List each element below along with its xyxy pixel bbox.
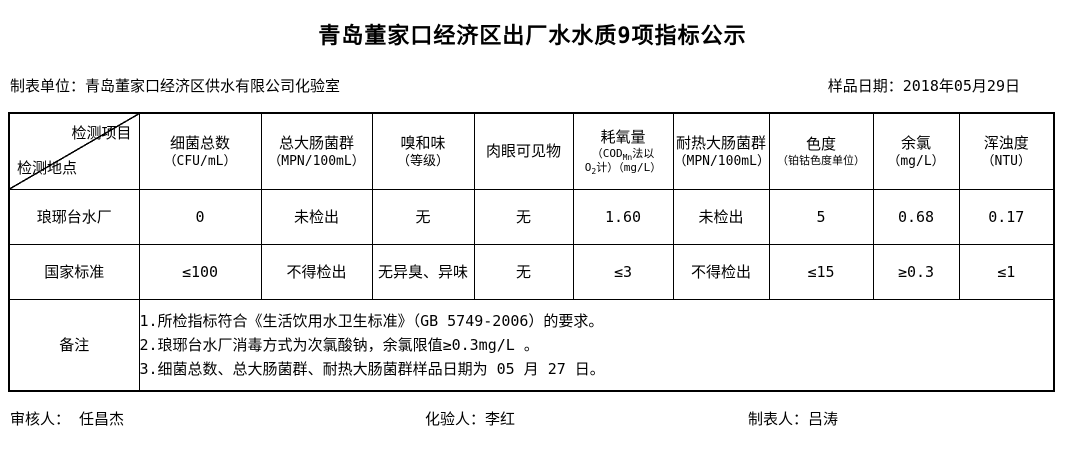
col-header-odor-taste: 嗅和味 （等级） <box>371 112 475 190</box>
remark-line-1: 1.所检指标符合《生活饮用水卫生标准》（GB 5749-2006）的要求。 <box>139 311 604 330</box>
col-title: 嗅和味 <box>400 133 446 152</box>
col-title: 细菌总数 <box>169 133 230 152</box>
corner-site-label: 检测地点 <box>17 158 78 177</box>
col-header-residual-chlorine: 余氯 （mg/L） <box>872 112 960 190</box>
col-title: 余氯 <box>900 133 931 152</box>
table-row-remarks: 备注 1.所检指标符合《生活饮用水卫生标准》（GB 5749-2006）的要求。… <box>8 298 1055 392</box>
col-unit: （mg/L） <box>887 153 945 169</box>
col-unit-line2: O2计）（mg/L） <box>584 161 662 177</box>
cell-value: 无异臭、异味 <box>371 243 475 300</box>
cell-value: 0.17 <box>958 188 1055 245</box>
page-title: 青岛董家口经济区出厂水水质9项指标公示 <box>318 24 747 49</box>
cell-value: ≤1 <box>958 243 1055 300</box>
cell-value: 0 <box>138 188 262 245</box>
row-label: 琅琊台水厂 <box>8 188 140 245</box>
cell-value: 0.68 <box>872 188 960 245</box>
col-unit: （铂钴色度单位） <box>777 154 865 168</box>
maker-unit-label: 制表单位：青岛董家口经济区供水有限公司化验室 <box>10 77 341 95</box>
cell-value: 5 <box>768 188 874 245</box>
col-title: 浑浊度 <box>983 133 1029 152</box>
row-label: 国家标准 <box>8 243 140 300</box>
meta-row: 制表单位：青岛董家口经济区供水有限公司化验室 样品日期：2018年05月29日 <box>0 78 1065 94</box>
col-unit: （NTU） <box>981 153 1031 169</box>
preparer-label: 制表人：吕涛 <box>748 410 839 428</box>
remark-line-2: 2.琅琊台水厂消毒方式为次氯酸钠，余氯限值≥0.3mg/L 。 <box>139 335 539 354</box>
table-header-row: 检测项目 检测地点 细菌总数 （CFU/mL） 总大肠菌群 （MPN/100mL… <box>8 112 1055 190</box>
corner-header-cell: 检测项目 检测地点 <box>8 112 140 190</box>
col-unit: （MPN/100mL） <box>673 153 769 169</box>
col-header-thermotolerant-coliform: 耐热大肠菌群 （MPN/100mL） <box>672 112 770 190</box>
col-header-chromaticity: 色度 （铂钴色度单位） <box>768 112 874 190</box>
table-row-langyatai-plant: 琅琊台水厂 0 未检出 无 无 1.60 未检出 5 0.68 0.17 <box>8 188 1055 245</box>
reviewer-label: 审核人： 任昌杰 <box>10 410 125 428</box>
cell-value: 无 <box>473 188 574 245</box>
col-header-total-coliform: 总大肠菌群 （MPN/100mL） <box>260 112 373 190</box>
cell-value: 无 <box>371 188 475 245</box>
col-header-oxygen-consumption: 耗氧量 （CODMn法以 O2计）（mg/L） <box>572 112 674 190</box>
water-quality-table: 检测项目 检测地点 细菌总数 （CFU/mL） 总大肠菌群 （MPN/100mL… <box>8 112 1055 392</box>
cell-value: ≤15 <box>768 243 874 300</box>
col-title: 色度 <box>805 135 836 154</box>
cell-value: 未检出 <box>260 188 373 245</box>
cell-value: 无 <box>473 243 574 300</box>
col-unit: （MPN/100mL） <box>268 153 365 169</box>
col-unit: （等级） <box>396 153 449 169</box>
cell-value: 不得检出 <box>260 243 373 300</box>
col-header-visible-matter: 肉眼可见物 <box>473 112 574 190</box>
remarks-content: 1.所检指标符合《生活饮用水卫生标准》（GB 5749-2006）的要求。 2.… <box>138 298 1055 392</box>
tester-label: 化验人：李红 <box>425 410 516 428</box>
cell-value: 未检出 <box>672 188 770 245</box>
table-row-national-standard: 国家标准 ≤100 不得检出 无异臭、异味 无 ≤3 不得检出 ≤15 ≥0.3… <box>8 243 1055 300</box>
col-unit-line1: （CODMn法以 <box>591 147 655 163</box>
cell-value: ≤100 <box>138 243 262 300</box>
col-header-bacteria-total: 细菌总数 （CFU/mL） <box>138 112 262 190</box>
col-title: 耗氧量 <box>600 128 646 147</box>
cell-value: ≤3 <box>572 243 674 300</box>
col-title: 耐热大肠菌群 <box>675 133 766 152</box>
remark-line-3: 3.细菌总数、总大肠菌群、耐热大肠菌群样品日期为 05 月 27 日。 <box>139 359 605 378</box>
col-unit: （CFU/mL） <box>163 153 237 169</box>
sample-date-label: 样品日期：2018年05月29日 <box>827 77 1020 95</box>
col-header-turbidity: 浑浊度 （NTU） <box>958 112 1055 190</box>
cell-value: ≥0.3 <box>872 243 960 300</box>
col-title: 总大肠菌群 <box>278 133 354 152</box>
corner-item-label: 检测项目 <box>71 124 132 142</box>
cell-value: 不得检出 <box>672 243 770 300</box>
cell-value: 1.60 <box>572 188 674 245</box>
col-title: 肉眼可见物 <box>485 142 561 161</box>
remarks-label: 备注 <box>8 298 140 392</box>
